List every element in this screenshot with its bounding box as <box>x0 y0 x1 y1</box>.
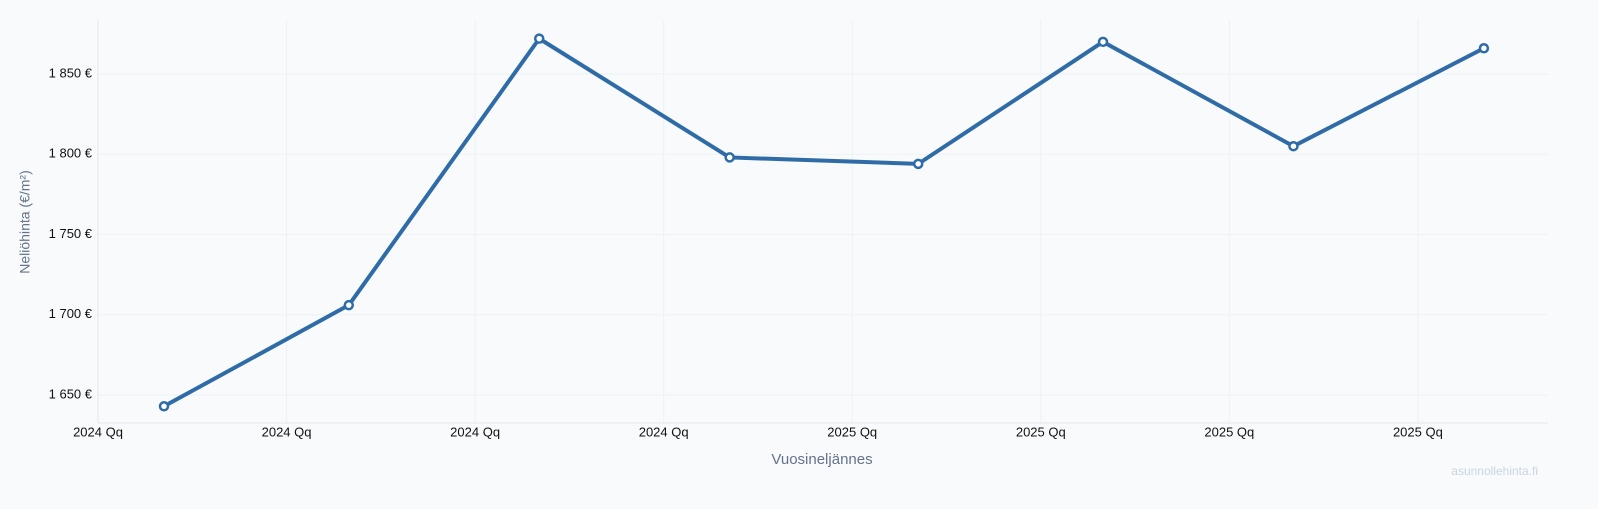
x-tick-label: 2025 Qq <box>827 424 877 439</box>
y-tick-label: 1 700 € <box>49 306 93 321</box>
point <box>533 33 545 44</box>
point <box>158 401 170 412</box>
y-tick-label: 1 650 € <box>49 387 93 402</box>
point <box>724 152 735 163</box>
watermark: asunnollehinta.fi <box>1451 464 1538 478</box>
point <box>912 158 924 170</box>
x-tick-label: 2025 Qq <box>1393 424 1443 439</box>
x-tick-label: 2024 Qq <box>73 424 123 439</box>
x-tick-label: 2024 Qq <box>639 424 689 439</box>
point <box>343 299 355 311</box>
y-tick-label: 1 800 € <box>49 146 93 161</box>
x-tick-label: 2025 Qq <box>1016 424 1066 439</box>
x-tick-label: 2024 Qq <box>450 424 500 439</box>
point <box>1288 140 1299 152</box>
point <box>1097 36 1109 48</box>
x-tick-label: 2024 Qq <box>262 424 312 439</box>
point <box>1478 43 1490 54</box>
y-tick-label: 1 850 € <box>49 65 93 80</box>
x-tick-label: 2025 Qq <box>1204 424 1254 439</box>
y-tick-label: 1 750 € <box>49 226 93 241</box>
y-axis-title: Neliöhinta (€/m²) <box>17 170 33 273</box>
x-axis-title: Vuosineljännes <box>771 451 872 468</box>
line <box>163 36 1485 409</box>
